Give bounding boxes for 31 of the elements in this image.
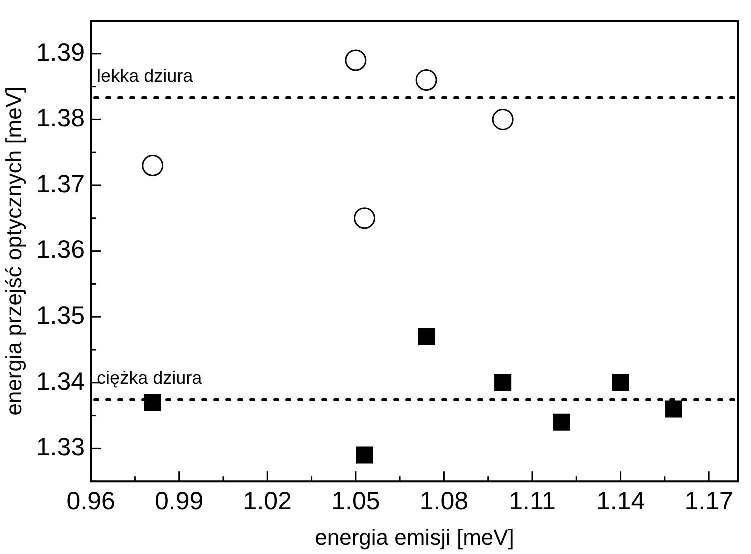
point <box>612 374 630 392</box>
point <box>356 446 374 464</box>
y-tick-label: 1.36 <box>36 236 86 264</box>
ref-line-label: lekka dziura <box>97 66 194 86</box>
point <box>492 108 514 130</box>
y-tick-label: 1.33 <box>36 434 86 462</box>
y-tick-label: 1.38 <box>36 104 86 133</box>
x-tick-label: 1.11 <box>509 487 556 516</box>
x-tick-label: 1.08 <box>420 487 469 516</box>
point <box>144 394 162 412</box>
point <box>494 374 512 392</box>
point <box>354 208 376 230</box>
point <box>553 414 570 431</box>
y-tick-label: 1.39 <box>36 38 86 67</box>
x-tick-label: 0.99 <box>155 487 204 516</box>
x-tick-label: 1.05 <box>332 487 380 516</box>
y-tick-label: 1.37 <box>36 170 86 198</box>
point <box>142 155 164 177</box>
x-axis-title: energia emisji [meV] <box>315 524 514 550</box>
y-tick-label: 1.34 <box>36 368 86 396</box>
x-tick-label: 1.14 <box>596 487 646 516</box>
y-tick-label: 1.35 <box>36 302 86 330</box>
point <box>416 69 438 91</box>
point <box>345 50 367 72</box>
point <box>665 400 682 418</box>
x-tick-label: 1.02 <box>243 487 292 516</box>
ref-line-label: ciężka dziura <box>97 368 204 388</box>
point <box>418 328 436 346</box>
x-tick-label: 1.17 <box>684 487 734 516</box>
y-axis-title: energia przejść optycznych [meV] <box>1 86 26 416</box>
x-tick-label: 0.96 <box>66 487 116 516</box>
